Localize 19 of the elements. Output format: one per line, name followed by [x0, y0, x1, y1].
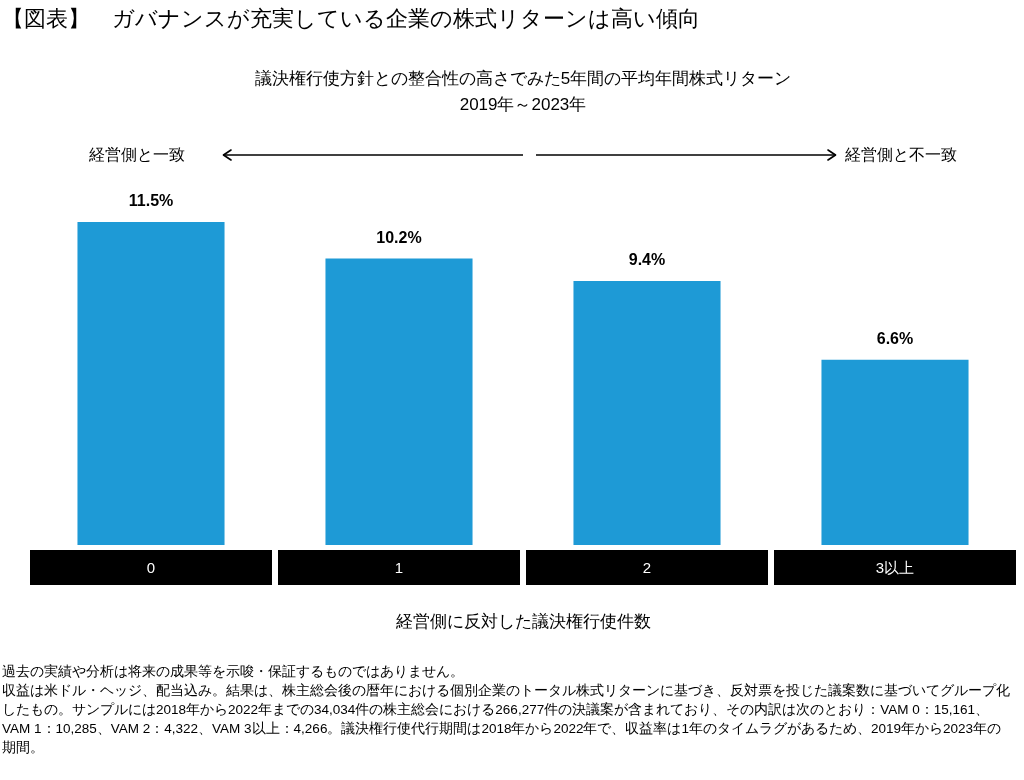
x-tick-label: 2	[642, 559, 652, 576]
data-label: 6.6%	[876, 330, 914, 348]
x-tick-label: 0	[146, 559, 156, 576]
data-label: 10.2%	[376, 228, 422, 246]
bar	[573, 281, 721, 545]
chart-subtitle: 議決権行使方針との整合性の高さでみた5年間の平均年間株式リターン 2019年～2023年	[253, 68, 793, 116]
x-axis-title: 経営側に反対した議決権行使件数	[394, 611, 652, 633]
text: 経営側と一致	[89, 145, 185, 165]
bar	[77, 222, 225, 545]
data-label: 11.5%	[128, 192, 174, 210]
text: 収益は米ドル・ヘッジ、配当込み。結果は、株主総会後の暦年における個別企業のトータル株式リターンに基づき、反対票を投じた議案数に基づいてグループ化したもの。サンプルには2018年から2022年までの34,034件の株主総会における266,277件の決議案が含まれており、その内訳は次のとおり：VAM 0：15,161、VAM 1：10,285、VAM 2：4,322、VAM 3以上：4,266。議決権行使代行期間は2018年から2022年で、収益率は1年のタイムラグがあるため、2019年から2023年の期間。	[2, 682, 1011, 757]
text: 経営側と不一致	[845, 145, 957, 165]
x-tick-label: 1	[394, 559, 404, 576]
bar	[821, 359, 969, 545]
data-label: 9.4%	[628, 251, 666, 269]
x-tick-label: 3以上	[875, 559, 915, 576]
chart-title: 【図表】 ガバナンスが充実している企業の株式リターンは高い傾向	[2, 5, 700, 33]
bar	[325, 258, 473, 545]
text: 過去の実績や分析は将来の成果等を示唆・保証するものではありません。	[2, 663, 465, 681]
